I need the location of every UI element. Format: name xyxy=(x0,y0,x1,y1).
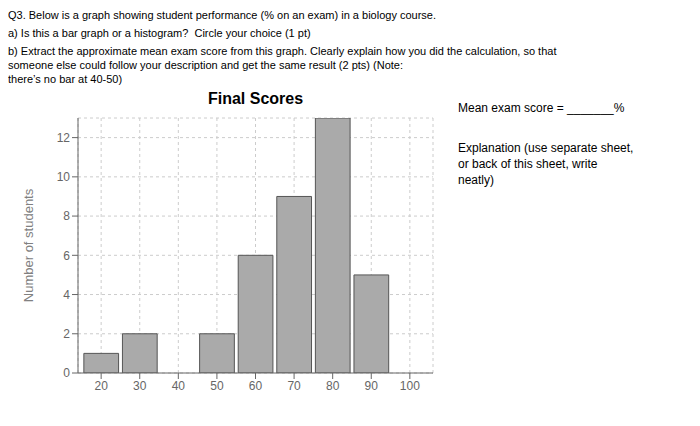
svg-text:2: 2 xyxy=(63,327,70,341)
html-text:Explanation (use separate shee: Explanation (use separate sheet, or back… xyxy=(458,141,634,187)
svg-text:60: 60 xyxy=(249,379,263,393)
svg-text:Number of students: Number of students xyxy=(21,188,36,302)
svg-text:50: 50 xyxy=(210,379,224,393)
svg-text:4: 4 xyxy=(63,288,70,302)
svg-text:6: 6 xyxy=(63,249,70,263)
svg-text:0: 0 xyxy=(63,366,70,380)
svg-text:70: 70 xyxy=(287,379,301,393)
html-text:a) Is this a bar graph or a hi: a) Is this a bar graph or a histogram? C… xyxy=(8,27,311,39)
svg-text:90: 90 xyxy=(365,379,379,393)
html-text:Q3. Below is a graph showing s: Q3. Below is a graph showing student per… xyxy=(8,9,436,21)
html-text:b) Extract the approximate mea: b) Extract the approximate mean exam sco… xyxy=(8,45,557,85)
svg-text:30: 30 xyxy=(133,379,147,393)
svg-text:80: 80 xyxy=(326,379,340,393)
svg-text:12: 12 xyxy=(57,131,71,145)
svg-text:10: 10 xyxy=(57,170,71,184)
html-text:Final Scores: Final Scores xyxy=(207,90,304,107)
svg-text:8: 8 xyxy=(63,209,70,223)
html-text:Mean exam score = _______%: Mean exam score = _______% xyxy=(458,101,625,115)
svg-text:100: 100 xyxy=(400,379,420,393)
svg-text:20: 20 xyxy=(94,379,108,393)
svg-text:40: 40 xyxy=(172,379,186,393)
